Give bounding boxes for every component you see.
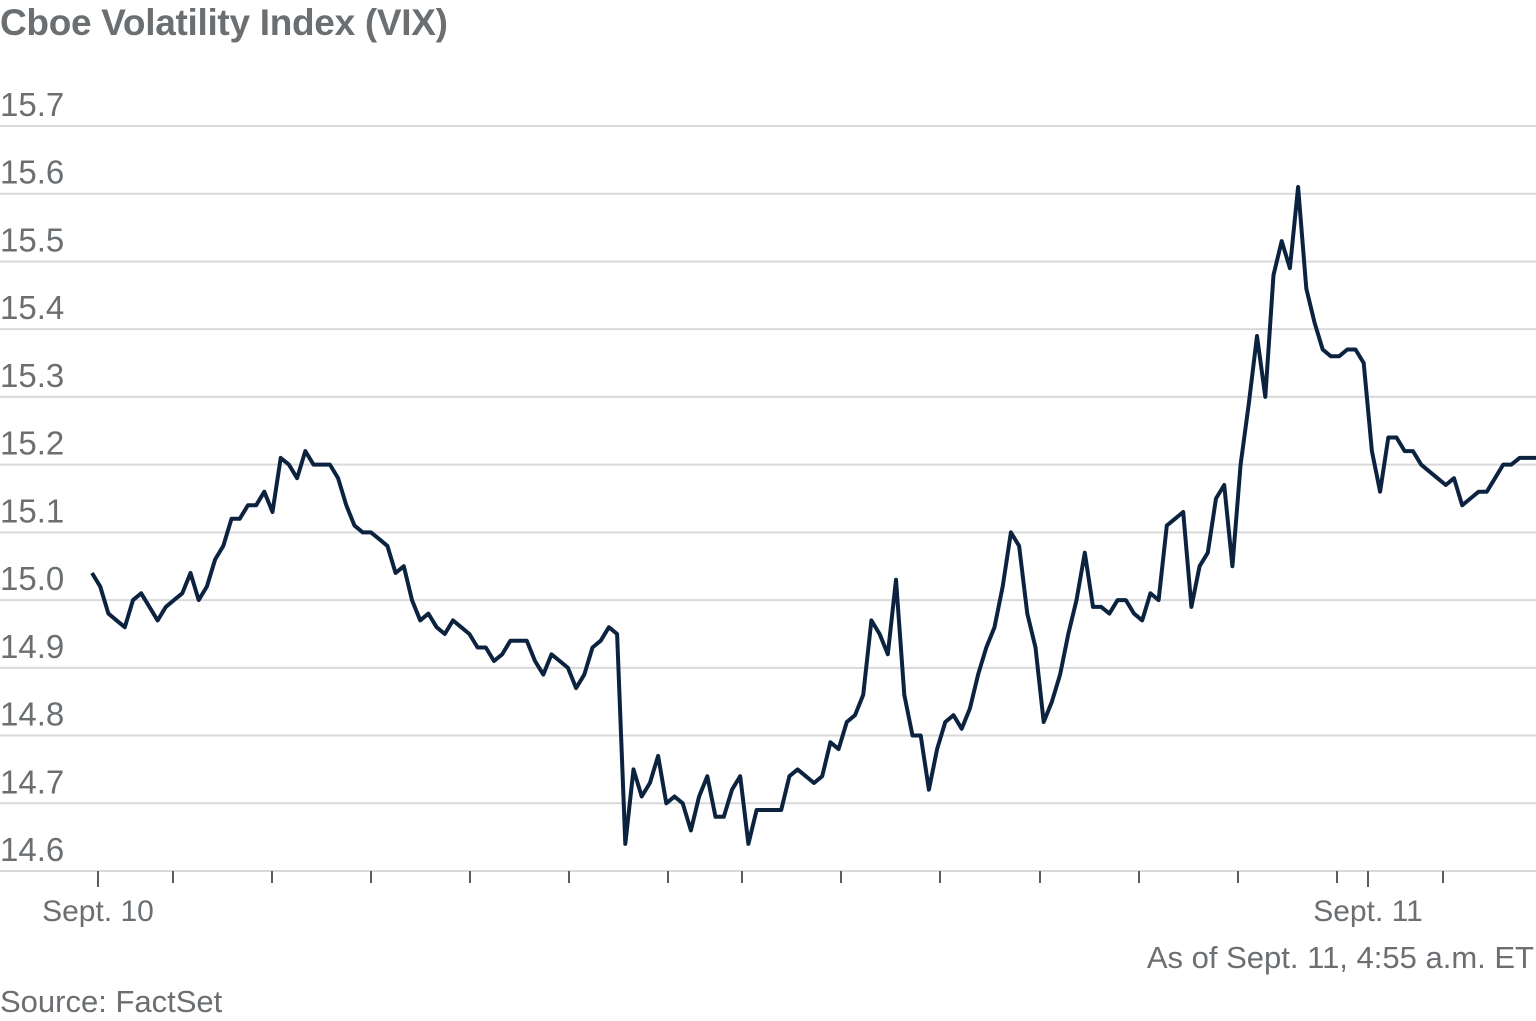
source-note: Source: FactSet <box>0 984 223 1019</box>
y-tick-label: 15.0 <box>0 560 64 597</box>
y-tick-label: 15.2 <box>0 425 64 462</box>
y-tick-label: 15.4 <box>0 289 64 326</box>
y-tick-label: 15.3 <box>0 357 64 394</box>
y-tick-label: 14.6 <box>0 831 64 868</box>
x-tick-label: Sept. 10 <box>42 895 154 928</box>
series-line <box>90 185 1536 846</box>
y-tick-label: 15.5 <box>0 221 64 258</box>
x-axis: Sept. 10 Sept. 11 <box>42 871 1444 928</box>
y-tick-label: 14.8 <box>0 696 64 733</box>
series-line-layer <box>90 185 1536 846</box>
x-tick-label: Sept. 11 <box>1313 895 1423 928</box>
as-of-note: As of Sept. 11, 4:55 a.m. ET <box>1146 940 1534 975</box>
y-axis-tick-labels: 15.7 15.6 15.5 15.4 15.3 15.2 15.1 15.0 14.9 14.8… <box>0 86 64 868</box>
y-tick-label: 15.7 <box>0 86 64 123</box>
y-tick-label: 14.7 <box>0 763 64 800</box>
y-tick-label: 14.9 <box>0 628 64 665</box>
y-tick-label: 15.1 <box>0 492 64 529</box>
chart-title: Cboe Volatility Index (VIX) <box>0 2 448 43</box>
y-tick-label: 15.6 <box>0 154 64 191</box>
grid-layer <box>0 125 1536 872</box>
